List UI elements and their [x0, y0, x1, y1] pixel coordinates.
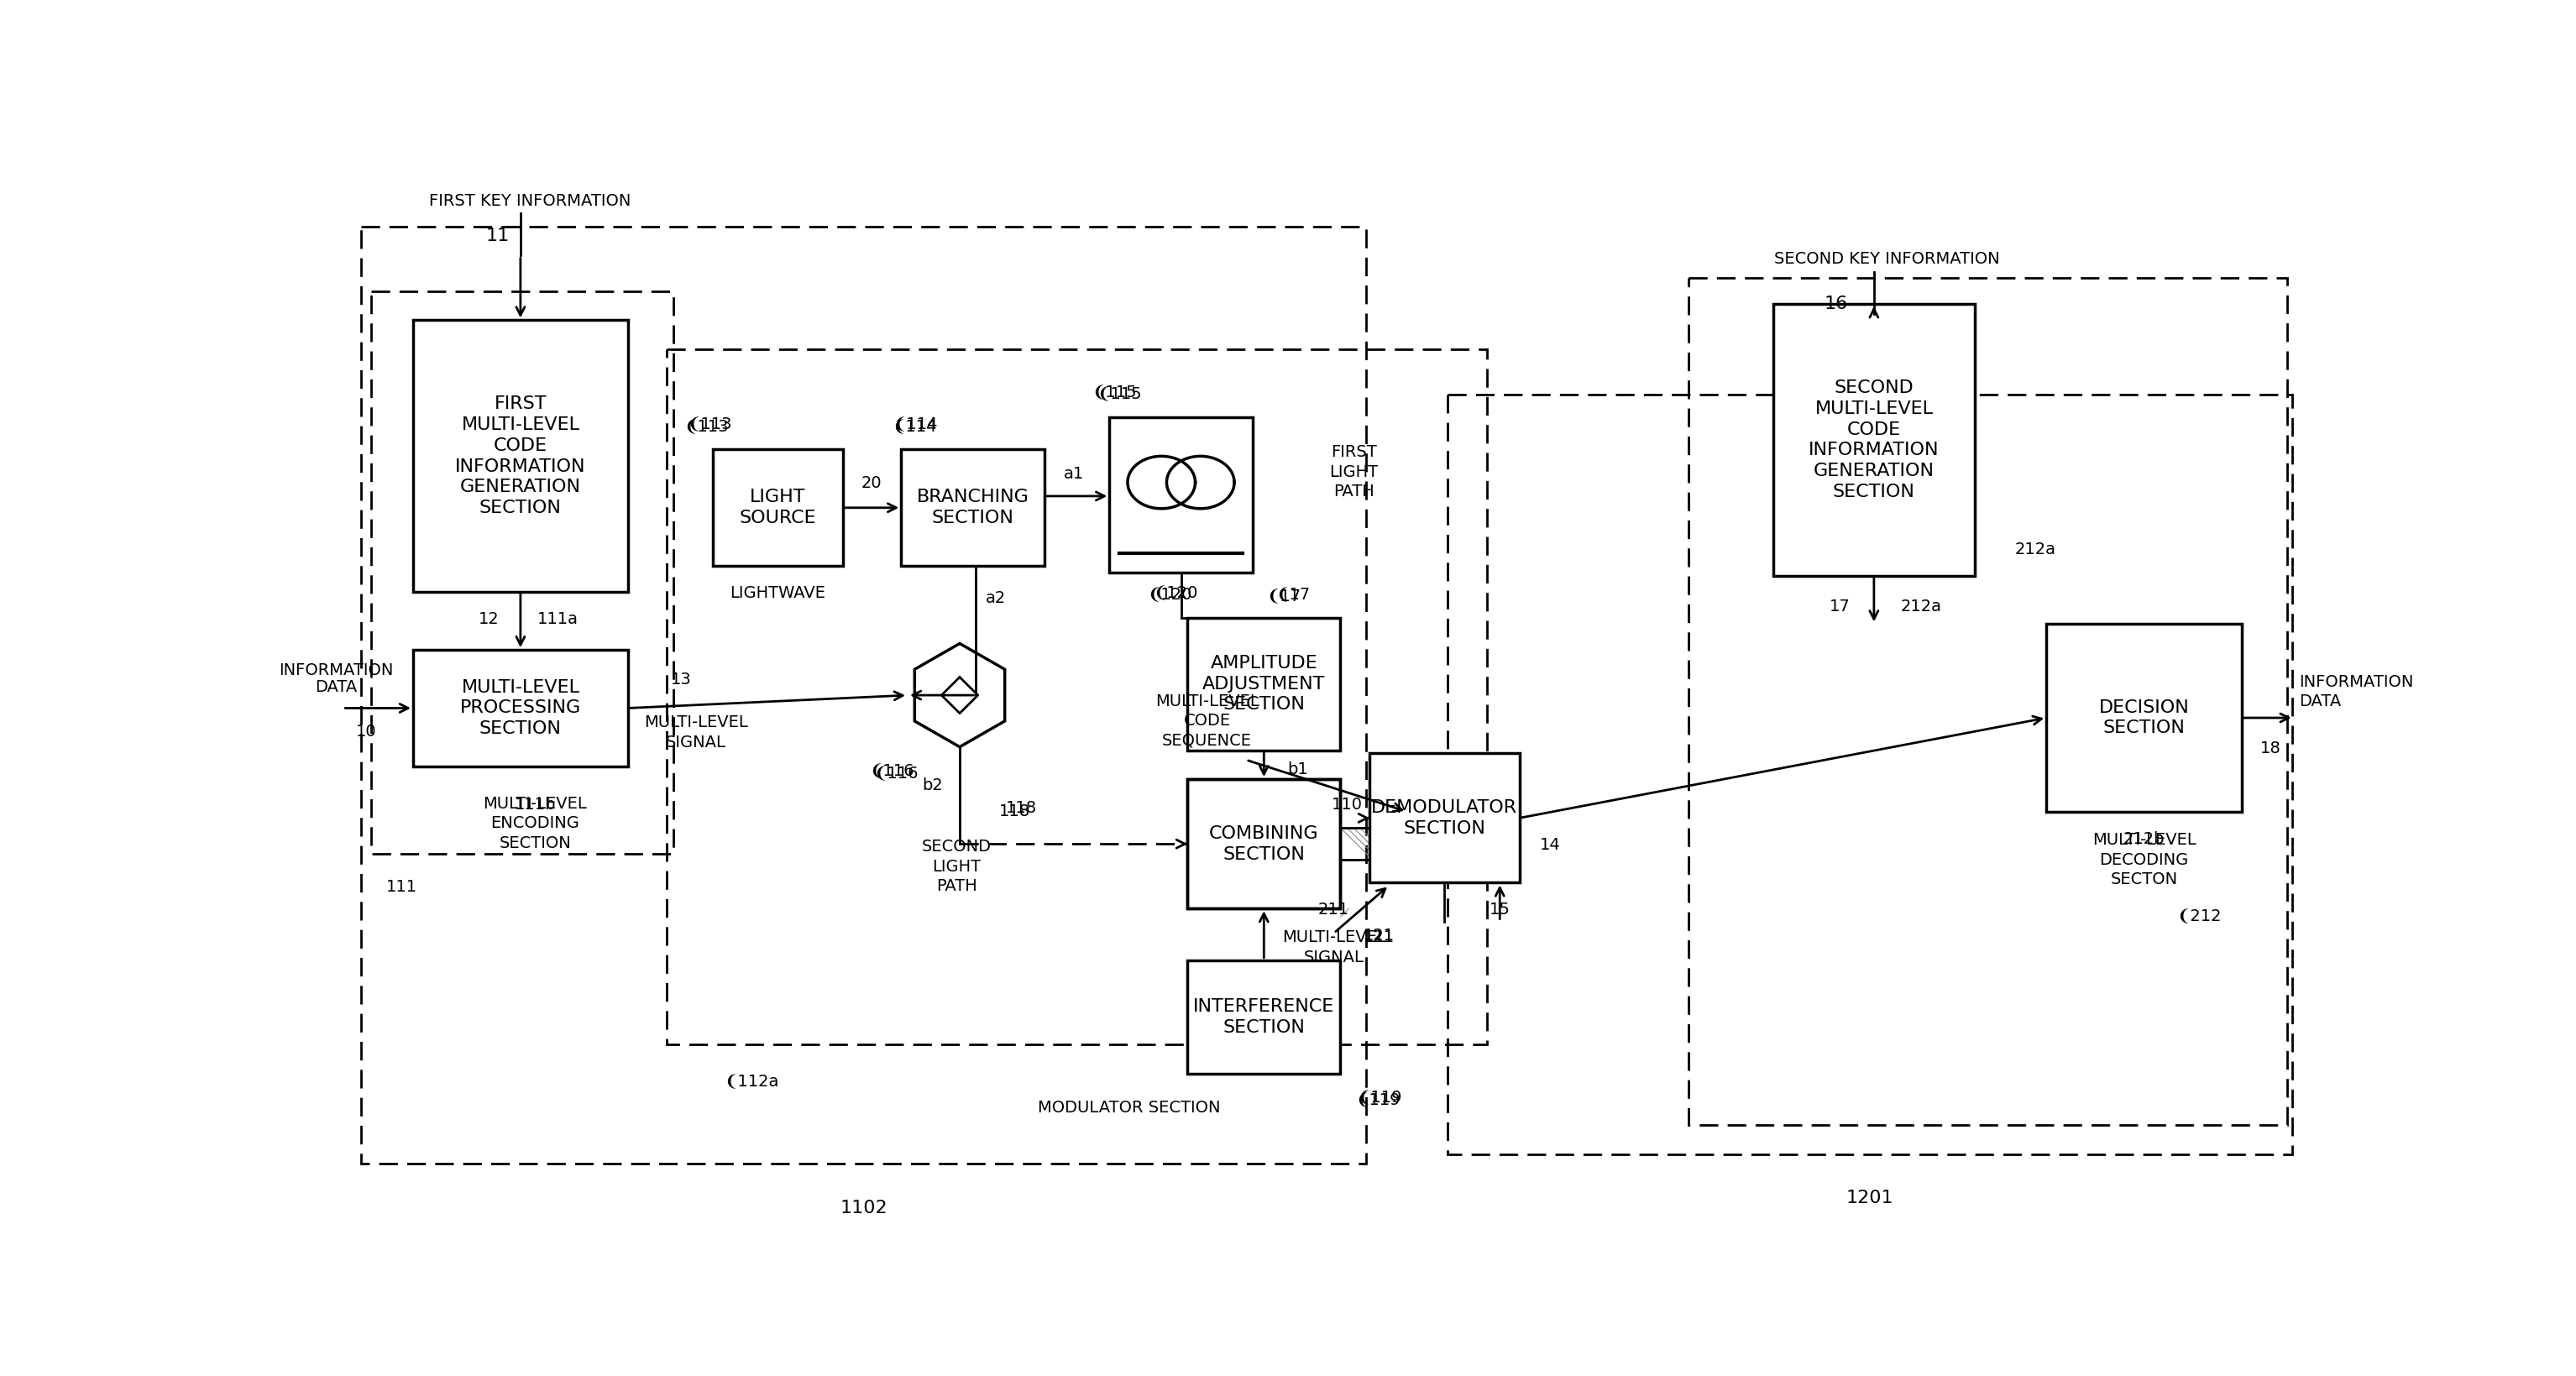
Text: 118: 118 — [1007, 801, 1038, 816]
Text: ❨114: ❨114 — [891, 418, 938, 435]
Text: ❨113: ❨113 — [688, 417, 732, 433]
Text: a1: a1 — [1064, 466, 1084, 482]
Bar — [1188, 960, 1340, 1073]
Bar — [412, 649, 629, 766]
Text: ❨115: ❨115 — [1097, 387, 1141, 403]
Bar — [1188, 779, 1340, 908]
Text: 11: 11 — [487, 228, 510, 245]
Text: MULTI-LEVEL
ENCODING
SECTION: MULTI-LEVEL ENCODING SECTION — [484, 795, 587, 850]
Text: b2: b2 — [922, 777, 943, 794]
Text: ❨119: ❨119 — [1358, 1090, 1401, 1106]
Text: 212a: 212a — [2014, 542, 2056, 557]
Text: 121: 121 — [1363, 930, 1396, 945]
Text: DECISION
SECTION: DECISION SECTION — [2099, 699, 2190, 736]
Text: MULTI-LEVEL
DECODING
SECTON: MULTI-LEVEL DECODING SECTON — [2092, 832, 2195, 888]
Text: 1201: 1201 — [1847, 1190, 1893, 1207]
Bar — [1370, 754, 1520, 882]
Text: DEMODULATOR
SECTION: DEMODULATOR SECTION — [1370, 799, 1517, 837]
Text: SECOND
MULTI-LEVEL
CODE
INFORMATION
GENERATION
SECTION: SECOND MULTI-LEVEL CODE INFORMATION GENE… — [1808, 380, 1940, 501]
Text: 16: 16 — [1824, 296, 1847, 312]
Text: INTERFERENCE
SECTION: INTERFERENCE SECTION — [1193, 998, 1334, 1036]
Bar — [361, 227, 1365, 1164]
Text: MULTI-LEVEL
SIGNAL: MULTI-LEVEL SIGNAL — [644, 716, 747, 750]
Bar — [2045, 625, 2241, 812]
Bar — [1340, 828, 1370, 860]
Text: a2: a2 — [984, 590, 1005, 607]
Text: FIRST
MULTI-LEVEL
CODE
INFORMATION
GENERATION
SECTION: FIRST MULTI-LEVEL CODE INFORMATION GENER… — [456, 395, 585, 516]
Text: LIGHT
SOURCE: LIGHT SOURCE — [739, 488, 817, 527]
Text: AMPLITUDE
ADJUSTMENT
SECTION: AMPLITUDE ADJUSTMENT SECTION — [1203, 655, 1327, 713]
Text: 212b: 212b — [2123, 831, 2164, 846]
Text: INFORMATION: INFORMATION — [278, 663, 394, 678]
Text: ❨120: ❨120 — [1154, 585, 1198, 601]
Bar — [902, 450, 1043, 566]
Text: ❨116: ❨116 — [873, 766, 920, 782]
Text: SECOND KEY INFORMATION: SECOND KEY INFORMATION — [1775, 250, 1999, 267]
Text: 20: 20 — [860, 475, 881, 491]
Text: ❨114: ❨114 — [894, 417, 938, 433]
Text: 121: 121 — [1363, 927, 1396, 944]
Text: 13: 13 — [670, 671, 690, 688]
Text: 14: 14 — [1540, 837, 1561, 853]
Bar — [1188, 618, 1340, 750]
Bar — [1448, 395, 2293, 1154]
Text: ❨112a: ❨112a — [724, 1073, 778, 1090]
Text: LIGHTWAVE: LIGHTWAVE — [729, 585, 824, 601]
Text: FIRST KEY INFORMATION: FIRST KEY INFORMATION — [430, 193, 631, 209]
Bar — [667, 350, 1486, 1044]
Text: ❨120: ❨120 — [1146, 588, 1193, 603]
Text: 111a: 111a — [538, 611, 580, 627]
Text: MODULATOR SECTION: MODULATOR SECTION — [1038, 1099, 1221, 1116]
Text: 118: 118 — [999, 804, 1030, 820]
Text: MULTI-LEVEL
CODE
SEQUENCE: MULTI-LEVEL CODE SEQUENCE — [1154, 694, 1260, 749]
Text: 15: 15 — [1489, 901, 1510, 918]
Text: MULTI-LEVEL
SIGNAL: MULTI-LEVEL SIGNAL — [1283, 929, 1386, 965]
Text: BRANCHING
SECTION: BRANCHING SECTION — [917, 488, 1028, 527]
Text: 212a: 212a — [1901, 599, 1942, 615]
Text: 110: 110 — [1332, 797, 1363, 813]
Text: COMBINING
SECTION: COMBINING SECTION — [1208, 826, 1319, 863]
Text: 111b: 111b — [515, 797, 556, 813]
Bar — [371, 292, 672, 853]
Text: 1102: 1102 — [840, 1200, 889, 1216]
Bar — [412, 321, 629, 592]
Text: MULTI-LEVEL
PROCESSING
SECTION: MULTI-LEVEL PROCESSING SECTION — [461, 678, 582, 738]
Text: 111: 111 — [386, 879, 417, 896]
Bar — [714, 450, 842, 566]
Bar — [1772, 304, 1976, 575]
Text: ❨116: ❨116 — [868, 764, 914, 779]
Text: SECOND
LIGHT
PATH: SECOND LIGHT PATH — [922, 839, 992, 894]
Text: 211: 211 — [1319, 901, 1350, 918]
Text: INFORMATION: INFORMATION — [2298, 674, 2414, 691]
Text: 12: 12 — [479, 611, 500, 627]
Text: DATA: DATA — [314, 680, 358, 695]
Bar — [1110, 417, 1252, 572]
Text: ❨119: ❨119 — [1355, 1093, 1401, 1109]
Text: FIRST
LIGHT
PATH: FIRST LIGHT PATH — [1329, 444, 1378, 499]
Text: b1: b1 — [1288, 761, 1309, 777]
Text: ❨17: ❨17 — [1267, 589, 1301, 605]
Text: 17: 17 — [1829, 599, 1850, 615]
Bar — [1188, 779, 1340, 908]
Text: ❨113: ❨113 — [683, 418, 729, 435]
Text: ❨212: ❨212 — [2177, 908, 2221, 925]
Bar — [1687, 278, 2287, 1126]
Text: 18: 18 — [2262, 740, 2282, 757]
Text: ❨17: ❨17 — [1275, 588, 1311, 603]
Text: 10: 10 — [355, 724, 376, 739]
Polygon shape — [914, 644, 1005, 747]
Text: DATA: DATA — [2298, 694, 2342, 710]
Text: ❨115: ❨115 — [1092, 385, 1136, 400]
